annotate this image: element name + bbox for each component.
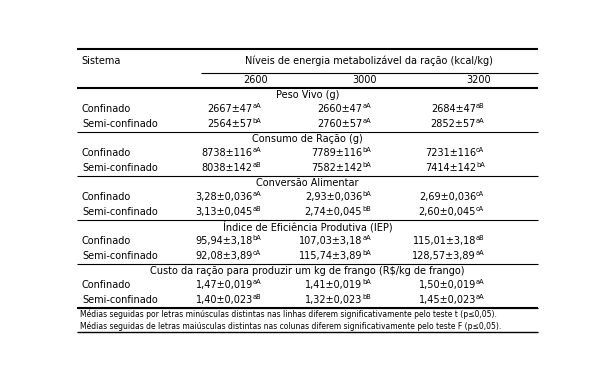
- Text: aB: aB: [476, 103, 485, 109]
- Text: bA: bA: [476, 162, 485, 168]
- Text: Sistema: Sistema: [81, 56, 121, 66]
- Text: Índice de Eficiência Produtiva (IEP): Índice de Eficiência Produtiva (IEP): [223, 221, 392, 232]
- Text: 3,13±0,045: 3,13±0,045: [196, 207, 253, 217]
- Text: aB: aB: [253, 206, 262, 212]
- Text: cA: cA: [476, 191, 484, 197]
- Text: aA: aA: [476, 250, 485, 256]
- Text: aA: aA: [476, 294, 485, 300]
- Text: Peso Vivo (g): Peso Vivo (g): [276, 90, 339, 100]
- Text: 1,45±0,023: 1,45±0,023: [419, 295, 476, 305]
- Text: 7231±116: 7231±116: [425, 148, 476, 158]
- Text: aA: aA: [476, 118, 485, 124]
- Text: bA: bA: [362, 191, 371, 197]
- Text: Conversão Alimentar: Conversão Alimentar: [256, 178, 359, 188]
- Text: bA: bA: [362, 162, 371, 168]
- Text: 3,28±0,036: 3,28±0,036: [196, 192, 253, 202]
- Text: 8738±116: 8738±116: [202, 148, 253, 158]
- Text: 1,41±0,019: 1,41±0,019: [305, 280, 362, 290]
- Text: bA: bA: [362, 147, 371, 153]
- Text: 2684±47: 2684±47: [431, 105, 476, 114]
- Text: aA: aA: [253, 103, 262, 109]
- Text: 2,69±0,036: 2,69±0,036: [419, 192, 476, 202]
- Text: 107,03±3,18: 107,03±3,18: [299, 236, 362, 246]
- Text: bA: bA: [253, 118, 262, 124]
- Text: 115,01±3,18: 115,01±3,18: [413, 236, 476, 246]
- Text: 1,47±0,019: 1,47±0,019: [196, 280, 253, 290]
- Text: 2667±47: 2667±47: [208, 105, 253, 114]
- Text: 115,74±3,89: 115,74±3,89: [299, 251, 362, 261]
- Text: 92,08±3,89: 92,08±3,89: [196, 251, 253, 261]
- Text: Confinado: Confinado: [82, 148, 131, 158]
- Text: Semi-confinado: Semi-confinado: [82, 295, 158, 305]
- Text: 2,60±0,045: 2,60±0,045: [419, 207, 476, 217]
- Text: aA: aA: [476, 279, 485, 285]
- Text: 3000: 3000: [352, 75, 377, 86]
- Text: aA: aA: [362, 235, 371, 241]
- Text: 8038±142: 8038±142: [202, 164, 253, 173]
- Text: 2852±57: 2852±57: [431, 119, 476, 129]
- Text: 7582±142: 7582±142: [311, 164, 362, 173]
- Text: bB: bB: [362, 294, 371, 300]
- Text: 7414±142: 7414±142: [425, 164, 476, 173]
- Text: Semi-confinado: Semi-confinado: [82, 119, 158, 129]
- Text: Semi-confinado: Semi-confinado: [82, 164, 158, 173]
- Text: aB: aB: [253, 294, 262, 300]
- Text: 1,40±0,023: 1,40±0,023: [196, 295, 253, 305]
- Text: 2760±57: 2760±57: [317, 119, 362, 129]
- Text: Confinado: Confinado: [82, 236, 131, 246]
- Text: cA: cA: [476, 147, 484, 153]
- Text: aB: aB: [476, 235, 485, 241]
- Text: 2600: 2600: [243, 75, 268, 86]
- Text: 2564±57: 2564±57: [208, 119, 253, 129]
- Text: bA: bA: [362, 279, 371, 285]
- Text: 1,50±0,019: 1,50±0,019: [419, 280, 476, 290]
- Text: cA: cA: [253, 250, 261, 256]
- Text: Consumo de Ração (g): Consumo de Ração (g): [252, 134, 363, 144]
- Text: Custo da ração para produzir um kg de frango (R$/kg de frango): Custo da ração para produzir um kg de fr…: [150, 266, 465, 276]
- Text: Semi-confinado: Semi-confinado: [82, 207, 158, 217]
- Text: cA: cA: [476, 206, 484, 212]
- Text: 95,94±3,18: 95,94±3,18: [196, 236, 253, 246]
- Text: bA: bA: [253, 235, 262, 241]
- Text: 1,32±0,023: 1,32±0,023: [305, 295, 362, 305]
- Text: aA: aA: [253, 147, 262, 153]
- Text: 128,57±3,89: 128,57±3,89: [412, 251, 476, 261]
- Text: aA: aA: [253, 191, 262, 197]
- Text: 2,74±0,045: 2,74±0,045: [305, 207, 362, 217]
- Text: 3200: 3200: [466, 75, 491, 86]
- Text: Confinado: Confinado: [82, 105, 131, 114]
- Text: Confinado: Confinado: [82, 192, 131, 202]
- Text: Médias seguidas por letras minúsculas distintas nas linhas diferem significativa: Médias seguidas por letras minúsculas di…: [80, 309, 497, 318]
- Text: aA: aA: [362, 103, 371, 109]
- Text: bA: bA: [362, 250, 371, 256]
- Text: aA: aA: [253, 279, 262, 285]
- Text: 2660±47: 2660±47: [317, 105, 362, 114]
- Text: Médias seguidas de letras maiúsculas distintas nas colunas diferem significativa: Médias seguidas de letras maiúsculas dis…: [80, 321, 501, 331]
- Text: Níveis de energia metabolizável da ração (kcal/kg): Níveis de energia metabolizável da ração…: [245, 56, 493, 66]
- Text: 7789±116: 7789±116: [311, 148, 362, 158]
- Text: Confinado: Confinado: [82, 280, 131, 290]
- Text: 2,93±0,036: 2,93±0,036: [305, 192, 362, 202]
- Text: aA: aA: [362, 118, 371, 124]
- Text: Semi-confinado: Semi-confinado: [82, 251, 158, 261]
- Text: bB: bB: [362, 206, 371, 212]
- Text: aB: aB: [253, 162, 262, 168]
